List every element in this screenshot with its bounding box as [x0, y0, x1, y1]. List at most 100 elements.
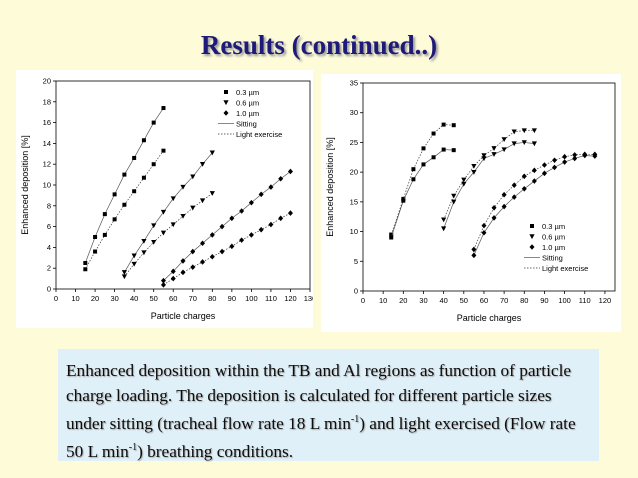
- chart2-data-point: [491, 152, 497, 157]
- chart2-data-point: [481, 222, 487, 229]
- chart2-x-tick-label: 110: [579, 296, 591, 305]
- chart1-y-tick-label: 0: [47, 285, 51, 294]
- chart2-series-4: [471, 151, 598, 253]
- chart1-legend-label: 0.3 µm: [236, 88, 259, 97]
- chart1-data-point: [122, 202, 127, 207]
- chart1-data-point: [209, 150, 215, 156]
- chart2-data-point: [481, 156, 487, 162]
- chart2-series-5: [471, 152, 598, 259]
- chart2-data-point: [451, 193, 457, 199]
- chart2-legend-label: 0.3 µm: [542, 222, 565, 231]
- chart2-data-point: [471, 164, 477, 169]
- chart1-data-point: [83, 267, 88, 272]
- chart2-data-point: [471, 169, 477, 175]
- chart1-data-point: [219, 248, 225, 255]
- chart2-data-point: [461, 177, 467, 183]
- chart1-data-point: [161, 106, 166, 111]
- chart2-data-point: [411, 177, 416, 182]
- chart2-legend-label: Sitting: [542, 254, 563, 263]
- chart1-data-point: [268, 221, 274, 228]
- chart2-data-point: [562, 153, 568, 160]
- chart2-x-tick-label: 20: [399, 296, 407, 305]
- chart1-data-point: [239, 208, 245, 214]
- caption-text-1: Enhanced deposition within the TB and Al…: [66, 361, 572, 433]
- chart1-data-point: [161, 148, 166, 153]
- chart1-y-tick-label: 4: [47, 243, 51, 252]
- chart2-series-2: [441, 128, 537, 223]
- chart1-data-point: [160, 277, 166, 284]
- chart2-legend-marker: [530, 224, 534, 228]
- chart2-x-tick-label: 40: [439, 296, 447, 305]
- chart1-data-point: [199, 198, 206, 204]
- chart2-data-point: [521, 128, 527, 134]
- chart1-x-tick-label: 70: [189, 294, 197, 303]
- chart1-data-point: [209, 253, 215, 260]
- caption-text-3: ) breathing conditions.: [137, 442, 294, 462]
- chart1-legend-label: 0.6 µm: [236, 99, 259, 108]
- chart1-data-point: [102, 212, 107, 217]
- chart1-data-point: [121, 270, 127, 275]
- chart2-series-line: [443, 130, 535, 220]
- chart1-data-point: [248, 232, 254, 238]
- chart1-data-point: [180, 214, 186, 219]
- chart2-y-tick-label: 5: [354, 257, 358, 266]
- chart-panel-charge-loading-2: 0 10 20 30 40 50 60 70 80 90 100 110 120 0 5 10 15 20 25 30…: [321, 74, 621, 332]
- chart1-x-tick-label: 30: [110, 294, 118, 303]
- chart1-series-line: [84, 107, 164, 264]
- chart2-legend-marker: [529, 234, 535, 240]
- chart1-series-5: [160, 210, 293, 288]
- chart1-data-point: [132, 155, 137, 160]
- chart2-data-point: [389, 235, 394, 240]
- chart1-data-point: [258, 226, 264, 233]
- chart1-data-point: [190, 248, 196, 255]
- chart2-data-point: [441, 226, 447, 232]
- chart1-data-point: [151, 120, 156, 125]
- chart1-series-0: [83, 106, 166, 265]
- chart2-data-point: [511, 194, 517, 200]
- chart2-data-point: [501, 137, 507, 143]
- chart2-y-tick-label: 0: [354, 287, 358, 296]
- chart-2-svg: 0 10 20 30 40 50 60 70 80 90 100 110 120 0 5 10 15 20 25 30…: [325, 79, 616, 323]
- chart1-x-tick-label: 80: [208, 294, 216, 303]
- chart1-x-tick-label: 130: [304, 294, 313, 303]
- chart2-data-point: [521, 140, 527, 146]
- chart1-x-tick-label: 60: [169, 294, 177, 303]
- chart1-data-point: [160, 282, 166, 288]
- chart2-data-point: [411, 167, 416, 172]
- chart1-series-line: [124, 152, 213, 273]
- chart2-data-point: [511, 129, 517, 135]
- chart2-data-point: [451, 148, 456, 153]
- chart2-legend-label: 1.0 µm: [542, 243, 565, 252]
- chart1-series-2: [121, 150, 215, 275]
- chart1-data-point: [132, 189, 137, 194]
- chart2-data-point: [531, 178, 537, 184]
- chart2-data-point: [421, 146, 426, 151]
- caption-sup-1: -1: [350, 414, 360, 425]
- chart2-data-point: [541, 170, 547, 177]
- chart2-x-tick-label: 60: [480, 296, 488, 305]
- chart2-y-tick-label: 20: [350, 168, 358, 177]
- chart2-legend-label: 0.6 µm: [542, 233, 565, 242]
- chart2-x-tick-label: 90: [540, 296, 548, 305]
- chart1-data-point: [131, 261, 137, 267]
- chart1-data-point: [151, 240, 157, 245]
- caption-box: Enhanced deposition within the TB and Al…: [58, 349, 599, 461]
- chart1-data-point: [83, 261, 88, 265]
- chart1-data-point: [112, 217, 117, 222]
- chart1-y-tick-label: 18: [43, 97, 51, 106]
- chart2-series-1: [389, 147, 456, 240]
- chart1-data-point: [170, 196, 176, 202]
- chart1-data-point: [121, 274, 127, 280]
- chart1-series-3: [121, 191, 215, 280]
- chart-panel-charge-loading-1: 0 10 20 30 40 50 60 70 80 90 100 110 120 130 0 2 4 6 8 10 12…: [16, 70, 313, 328]
- chart1-x-tick-label: 10: [71, 294, 79, 303]
- chart1-data-point: [180, 269, 186, 276]
- chart1-y-axis-label: Enhanced deposition [%]: [20, 135, 30, 235]
- chart1-data-point: [229, 215, 235, 222]
- chart2-data-point: [562, 159, 568, 165]
- chart1-y-tick-label: 2: [47, 264, 51, 273]
- chart2-data-point: [481, 229, 487, 236]
- chart1-legend-label: Light exercise: [236, 130, 282, 139]
- chart1-data-point: [278, 175, 284, 182]
- chart1-series-line: [124, 193, 213, 277]
